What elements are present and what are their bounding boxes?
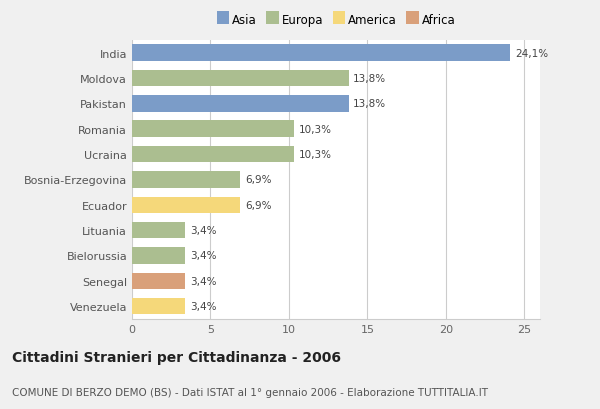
Text: 24,1%: 24,1% [515,49,548,58]
Bar [132,172,240,188]
Text: 13,8%: 13,8% [353,99,386,109]
Legend: Asia, Europa, America, Africa: Asia, Europa, America, Africa [214,12,458,29]
Bar [132,45,510,62]
Text: 10,3%: 10,3% [298,150,331,160]
Bar [132,121,293,137]
Bar [132,222,185,239]
Text: 6,9%: 6,9% [245,175,271,185]
Bar [132,197,240,213]
Bar [132,298,185,315]
Text: 10,3%: 10,3% [298,124,331,135]
Bar [132,247,185,264]
Text: 3,4%: 3,4% [190,276,217,286]
Text: 3,4%: 3,4% [190,251,217,261]
Text: 3,4%: 3,4% [190,301,217,311]
Text: Cittadini Stranieri per Cittadinanza - 2006: Cittadini Stranieri per Cittadinanza - 2… [12,350,341,364]
Text: 3,4%: 3,4% [190,225,217,236]
Bar [132,273,185,289]
Text: COMUNE DI BERZO DEMO (BS) - Dati ISTAT al 1° gennaio 2006 - Elaborazione TUTTITA: COMUNE DI BERZO DEMO (BS) - Dati ISTAT a… [12,387,488,397]
Bar [132,146,293,163]
Text: 13,8%: 13,8% [353,74,386,84]
Bar [132,71,349,87]
Text: 6,9%: 6,9% [245,200,271,210]
Bar [132,96,349,112]
